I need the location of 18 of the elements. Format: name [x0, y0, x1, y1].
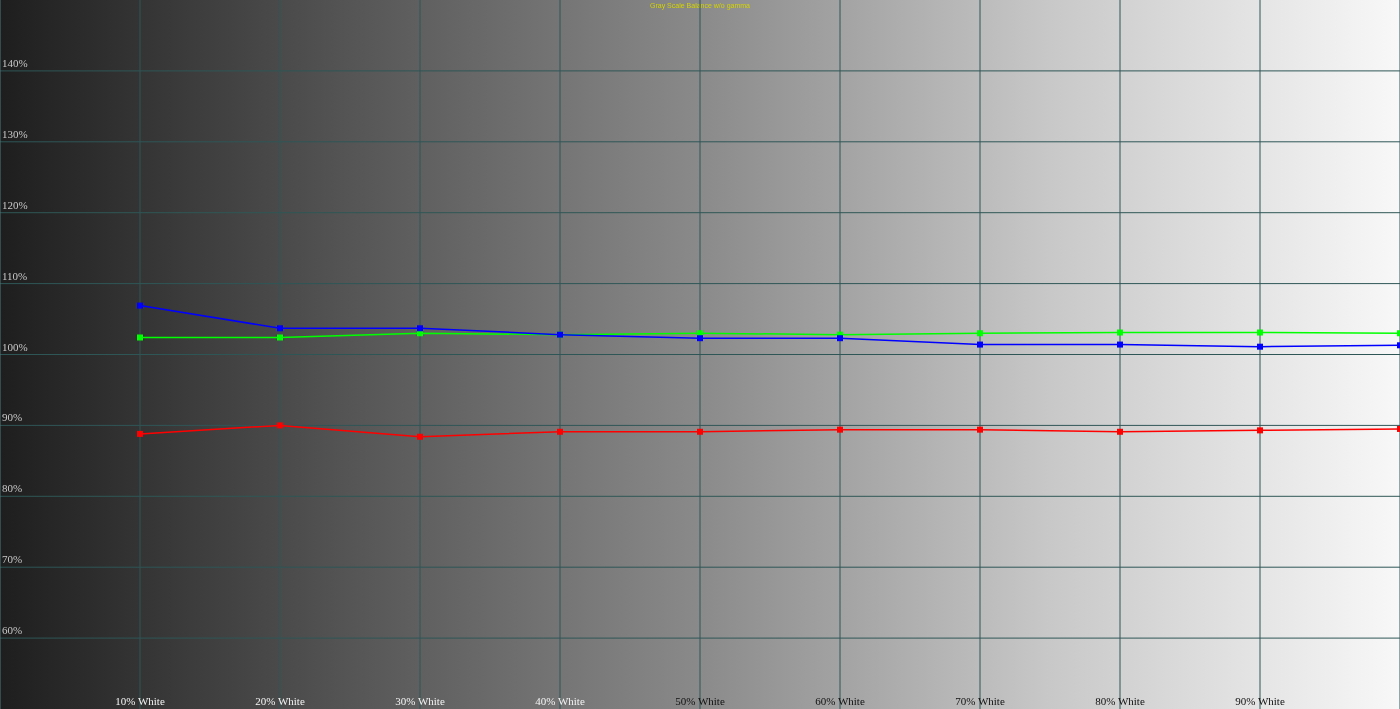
x-tick-label: 60% White — [815, 695, 865, 707]
y-tick-label: 80% — [2, 482, 23, 495]
y-tick-label: 130% — [2, 127, 28, 140]
x-tick-label: 90% White — [1235, 695, 1285, 707]
x-tick-label: 50% White — [675, 695, 725, 707]
y-tick-label: 120% — [2, 198, 28, 211]
x-tick-label: 10% White — [115, 695, 165, 707]
y-tick-label: 100% — [2, 340, 28, 353]
x-tick-label: 20% White — [255, 695, 305, 707]
x-tick-label: 40% White — [535, 695, 585, 707]
x-tick-label: 30% White — [395, 695, 445, 707]
y-tick-label: 60% — [2, 624, 23, 637]
x-tick-label: 70% White — [955, 695, 1005, 707]
y-tick-label: 140% — [2, 56, 28, 69]
y-tick-label: 110% — [2, 269, 28, 282]
y-tick-label: 90% — [2, 411, 23, 424]
y-tick-label: 70% — [2, 553, 23, 566]
x-tick-label: 80% White — [1095, 695, 1145, 707]
